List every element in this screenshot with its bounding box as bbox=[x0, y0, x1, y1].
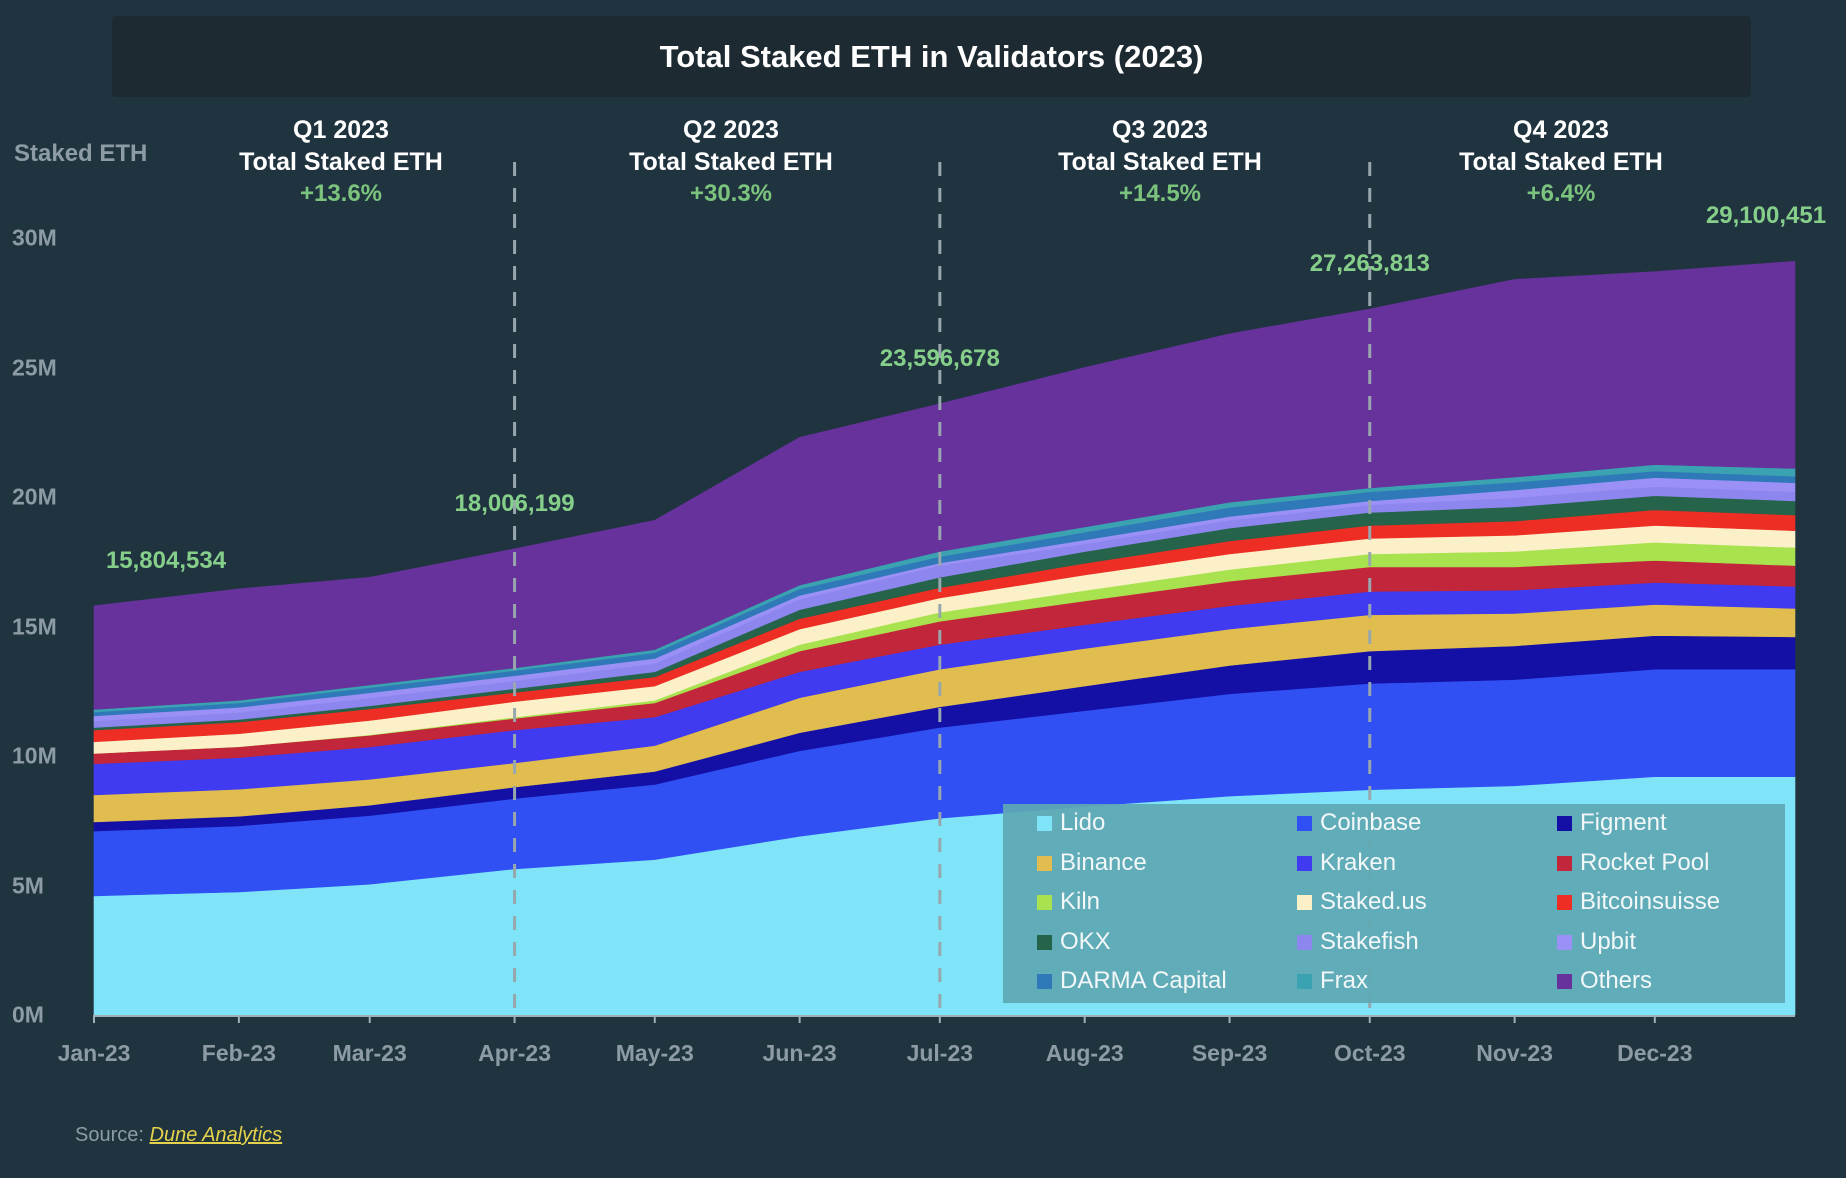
x-tick-label: Nov-23 bbox=[1476, 1040, 1553, 1066]
legend-swatch bbox=[1557, 973, 1572, 989]
legend-item-lido[interactable]: Lido bbox=[1037, 809, 1105, 837]
quarter-header-q4: Q4 2023 Total Staked ETH +6.4% bbox=[1411, 114, 1711, 210]
legend-swatch bbox=[1037, 934, 1052, 950]
x-tick-label: Feb-23 bbox=[201, 1040, 276, 1066]
legend-label: Staked.us bbox=[1320, 888, 1427, 915]
quarter-change: +30.3% bbox=[689, 180, 773, 207]
legend: Lido Coinbase Figment Binance Kraken Rocket P… bbox=[1003, 804, 1785, 1003]
legend-swatch bbox=[1297, 815, 1312, 831]
quarter-label: Q1 2023 bbox=[293, 116, 389, 144]
quarter-header-q3: Q3 2023 Total Staked ETH +14.5% bbox=[1010, 114, 1310, 210]
quarter-subtitle: Total Staked ETH bbox=[239, 148, 443, 176]
legend-item-figment[interactable]: Figment bbox=[1557, 809, 1667, 837]
legend-swatch bbox=[1037, 815, 1052, 831]
legend-label: Coinbase bbox=[1320, 809, 1422, 836]
legend-label: Lido bbox=[1060, 809, 1106, 836]
source-link[interactable]: Dune Analytics bbox=[149, 1124, 283, 1146]
legend-label: Kiln bbox=[1060, 888, 1101, 915]
quarter-subtitle: Total Staked ETH bbox=[1459, 148, 1663, 176]
legend-item-upbit[interactable]: Upbit bbox=[1557, 928, 1636, 956]
legend-item-binance[interactable]: Binance bbox=[1037, 849, 1147, 877]
legend-label: Stakefish bbox=[1320, 928, 1419, 955]
total-annotation: 29,100,451 bbox=[1705, 202, 1827, 230]
legend-label: Frax bbox=[1320, 967, 1368, 994]
x-tick-label: Oct-23 bbox=[1333, 1040, 1406, 1066]
legend-swatch bbox=[1557, 855, 1572, 871]
total-annotation: 15,804,534 bbox=[105, 546, 227, 574]
legend-label: Rocket Pool bbox=[1580, 849, 1710, 876]
quarter-header-q1: Q1 2023 Total Staked ETH +13.6% bbox=[191, 114, 491, 210]
legend-item-bitcoinsuisse[interactable]: Bitcoinsuisse bbox=[1557, 888, 1720, 916]
chart-title-bar: Total Staked ETH in Validators (2023) bbox=[112, 16, 1751, 97]
x-tick-label: Sep-23 bbox=[1191, 1040, 1268, 1066]
legend-label: Kraken bbox=[1320, 849, 1397, 876]
legend-item-frax[interactable]: Frax bbox=[1297, 967, 1368, 995]
legend-item-rocket-pool[interactable]: Rocket Pool bbox=[1557, 849, 1709, 877]
quarter-subtitle: Total Staked ETH bbox=[1058, 148, 1262, 176]
quarter-header-q2: Q2 2023 Total Staked ETH +30.3% bbox=[581, 114, 881, 210]
legend-item-stakefish[interactable]: Stakefish bbox=[1297, 928, 1419, 956]
x-tick-label: Jul-23 bbox=[906, 1040, 974, 1066]
total-annotation: 18,006,199 bbox=[454, 489, 575, 517]
legend-item-okx[interactable]: OKX bbox=[1037, 928, 1111, 956]
legend-label: Binance bbox=[1060, 849, 1147, 876]
legend-swatch bbox=[1297, 855, 1312, 871]
legend-label: Others bbox=[1580, 967, 1653, 994]
total-annotation: 27,263,813 bbox=[1309, 249, 1430, 277]
x-tick-label: Apr-23 bbox=[478, 1040, 551, 1066]
chart-title: Total Staked ETH in Validators (2023) bbox=[659, 38, 1204, 74]
quarter-change: +6.4% bbox=[1526, 180, 1596, 207]
legend-swatch bbox=[1297, 934, 1312, 950]
quarter-label: Q3 2023 bbox=[1112, 116, 1208, 144]
x-tick-label: May-23 bbox=[615, 1040, 694, 1066]
legend-label: Figment bbox=[1580, 809, 1667, 836]
legend-swatch bbox=[1557, 894, 1572, 910]
quarter-label: Q2 2023 bbox=[683, 116, 779, 144]
y-tick-label: 20M bbox=[12, 483, 57, 510]
x-axis bbox=[93, 1015, 1795, 1023]
legend-swatch bbox=[1037, 855, 1052, 871]
legend-swatch bbox=[1037, 894, 1052, 910]
quarter-change: +14.5% bbox=[1118, 180, 1202, 207]
total-annotation: 23,596,678 bbox=[879, 344, 1000, 372]
quarter-change: +13.6% bbox=[299, 180, 383, 207]
legend-label: OKX bbox=[1060, 928, 1111, 955]
quarter-label: Q4 2023 bbox=[1513, 116, 1609, 144]
legend-item-kraken[interactable]: Kraken bbox=[1297, 849, 1396, 877]
legend-label: Bitcoinsuisse bbox=[1580, 888, 1721, 915]
legend-item-staked-us[interactable]: Staked.us bbox=[1297, 888, 1427, 916]
legend-item-kiln[interactable]: Kiln bbox=[1037, 888, 1100, 916]
x-tick-label: Aug-23 bbox=[1045, 1040, 1124, 1066]
y-tick-label: 25M bbox=[12, 354, 57, 380]
legend-label: DARMA Capital bbox=[1060, 967, 1227, 994]
x-tick-label: Jun-23 bbox=[762, 1040, 837, 1066]
quarter-subtitle: Total Staked ETH bbox=[629, 148, 833, 176]
y-tick-label: 15M bbox=[12, 613, 57, 639]
y-tick-label: 0M bbox=[12, 1001, 44, 1028]
y-axis-label: Staked ETH bbox=[14, 140, 148, 167]
legend-swatch bbox=[1297, 894, 1312, 910]
legend-swatch bbox=[1557, 815, 1572, 831]
source-note: Source: Dune Analytics bbox=[75, 1124, 282, 1147]
legend-swatch bbox=[1037, 973, 1052, 989]
legend-label: Upbit bbox=[1580, 928, 1637, 955]
y-tick-label: 5M bbox=[12, 872, 44, 898]
y-tick-label: 30M bbox=[12, 224, 57, 251]
x-tick-label: Dec-23 bbox=[1617, 1040, 1693, 1066]
legend-item-darma-capital[interactable]: DARMA Capital bbox=[1037, 967, 1227, 995]
legend-item-coinbase[interactable]: Coinbase bbox=[1297, 809, 1421, 837]
x-tick-label: Mar-23 bbox=[332, 1040, 407, 1066]
source-label: Source: bbox=[75, 1124, 144, 1146]
legend-item-others[interactable]: Others bbox=[1557, 967, 1652, 995]
legend-swatch bbox=[1297, 973, 1312, 989]
x-tick-label: Jan-23 bbox=[57, 1040, 131, 1066]
legend-swatch bbox=[1557, 934, 1572, 950]
y-tick-label: 10M bbox=[12, 742, 57, 769]
